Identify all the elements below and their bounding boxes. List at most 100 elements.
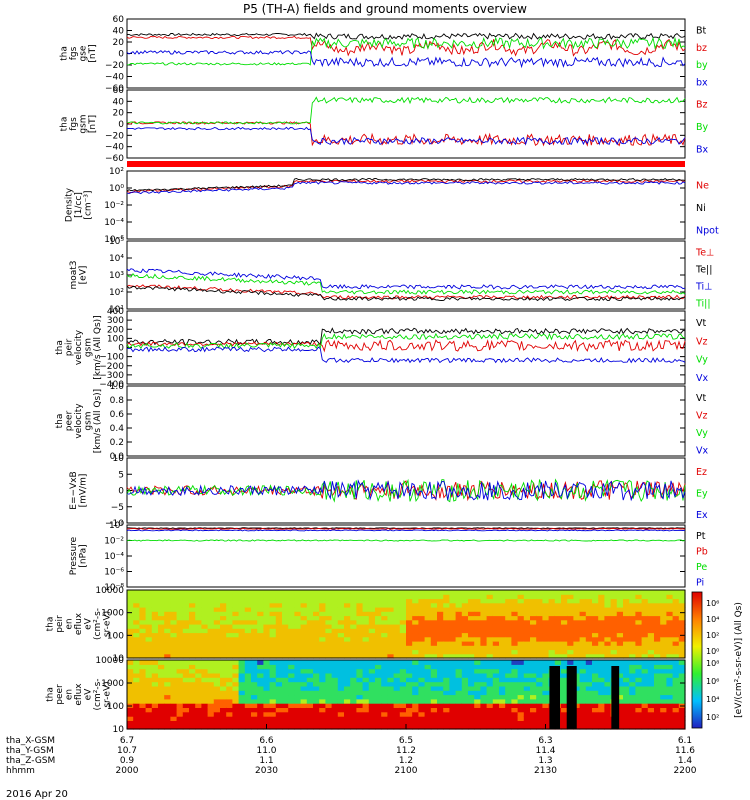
heatmap-cell xyxy=(517,724,525,730)
heatmap-cell xyxy=(387,668,395,674)
legend-entry: Npot xyxy=(696,226,719,237)
heatmap-cell xyxy=(641,716,649,721)
heatmap-cell xyxy=(387,677,395,683)
heatmap-cell xyxy=(511,624,519,629)
heatmap-cell xyxy=(523,711,531,717)
heatmap-cell xyxy=(616,707,624,713)
heatmap-cell xyxy=(554,649,562,655)
heatmap-cell xyxy=(337,690,345,696)
heatmap-cell xyxy=(300,677,308,683)
ylabel-line: [cm⁻³] xyxy=(84,190,94,219)
heatmap-cell xyxy=(133,598,140,604)
heatmap-cell xyxy=(331,628,339,634)
heatmap-cell xyxy=(635,707,643,713)
heatmap-cell xyxy=(362,664,370,670)
heatmap-cell xyxy=(499,677,506,683)
heatmap-cell xyxy=(306,724,314,730)
heatmap-cell xyxy=(375,664,382,670)
heatmap-cell xyxy=(486,698,494,704)
heatmap-cell xyxy=(244,636,252,642)
panel-frame xyxy=(126,524,686,588)
heatmap-cell xyxy=(337,649,345,655)
heatmap-cell xyxy=(300,668,308,674)
heatmap-cell xyxy=(350,668,357,674)
heatmap-cell xyxy=(505,590,512,595)
heatmap-cell xyxy=(158,690,165,696)
heatmap-cell xyxy=(579,672,587,678)
heatmap-cell xyxy=(455,628,463,634)
heatmap-cell xyxy=(139,611,147,617)
heatmap-cell xyxy=(579,681,587,687)
series-line-Te⊥ xyxy=(126,284,686,300)
heatmap-cell xyxy=(244,711,252,717)
heatmap-cell xyxy=(641,607,649,612)
heatmap-cell xyxy=(474,707,481,713)
heatmap-cell xyxy=(238,598,246,604)
heatmap-cell xyxy=(592,711,599,717)
ytick-label: 100 xyxy=(107,702,124,712)
heatmap-cell xyxy=(375,641,382,646)
heatmap-cell xyxy=(492,707,500,713)
heatmap-cell xyxy=(238,664,246,670)
heatmap-cell xyxy=(461,598,469,604)
heatmap-cell xyxy=(282,615,289,621)
heatmap-cell xyxy=(654,645,661,651)
heatmap-cell xyxy=(263,672,271,678)
heatmap-cell xyxy=(616,653,624,659)
heatmap-cell xyxy=(300,660,308,665)
ytick-label: 0 xyxy=(118,50,124,60)
heatmap-cell xyxy=(492,598,500,604)
heatmap-cell xyxy=(282,649,289,655)
heatmap-cell xyxy=(592,641,599,646)
heatmap-cell xyxy=(406,711,413,717)
heatmap-cell xyxy=(561,611,568,617)
heatmap-cell xyxy=(263,636,271,642)
heatmap-cell xyxy=(375,668,382,674)
heatmap-cell xyxy=(399,628,407,634)
heatmap-cell xyxy=(399,694,407,700)
heatmap-cell xyxy=(288,607,295,612)
heatmap-cell xyxy=(158,694,165,700)
colorbar-tick: 10⁴ xyxy=(706,695,719,704)
heatmap-cell xyxy=(139,607,147,612)
heatmap-cell xyxy=(536,615,543,621)
heatmap-cell xyxy=(536,660,543,665)
heatmap-cell xyxy=(616,598,624,604)
heatmap-cell xyxy=(486,685,494,691)
heatmap-cell xyxy=(282,677,289,683)
series-line-Vx xyxy=(126,346,686,364)
heatmap-cell xyxy=(139,668,147,674)
heatmap-cell xyxy=(641,690,649,696)
heatmap-cell xyxy=(660,594,667,600)
heatmap-cell xyxy=(294,694,302,700)
heatmap-cell xyxy=(623,598,630,604)
heatmap-cell xyxy=(672,664,680,670)
heatmap-cell xyxy=(145,628,153,634)
heatmap-cell xyxy=(275,624,283,629)
heatmap-cell xyxy=(592,716,599,721)
heatmap-cell xyxy=(511,711,519,717)
series-line-Te|| xyxy=(126,285,685,302)
heatmap-cell xyxy=(375,615,382,621)
heatmap-cell xyxy=(517,632,525,638)
heatmap-cell xyxy=(542,602,550,608)
heatmap-cell xyxy=(319,619,326,625)
heatmap-cell xyxy=(647,641,655,646)
heatmap-cell xyxy=(418,660,426,665)
heatmap-cell xyxy=(443,645,450,651)
heatmap-cell xyxy=(592,624,599,629)
heatmap-cell xyxy=(548,607,556,612)
heatmap-cell xyxy=(399,677,407,683)
heatmap-cell xyxy=(573,677,581,683)
ytick-label: 40 xyxy=(113,27,125,37)
heatmap-cell xyxy=(536,653,543,659)
heatmap-cell xyxy=(468,636,475,642)
heatmap-cell xyxy=(368,607,376,612)
heatmap-cell xyxy=(164,594,171,600)
heatmap-cell xyxy=(443,685,450,691)
heatmap-cell xyxy=(182,611,190,617)
heatmap-cell xyxy=(282,602,289,608)
heatmap-cell xyxy=(220,685,227,691)
heatmap-cell xyxy=(604,690,612,696)
heatmap-cell xyxy=(213,685,221,691)
